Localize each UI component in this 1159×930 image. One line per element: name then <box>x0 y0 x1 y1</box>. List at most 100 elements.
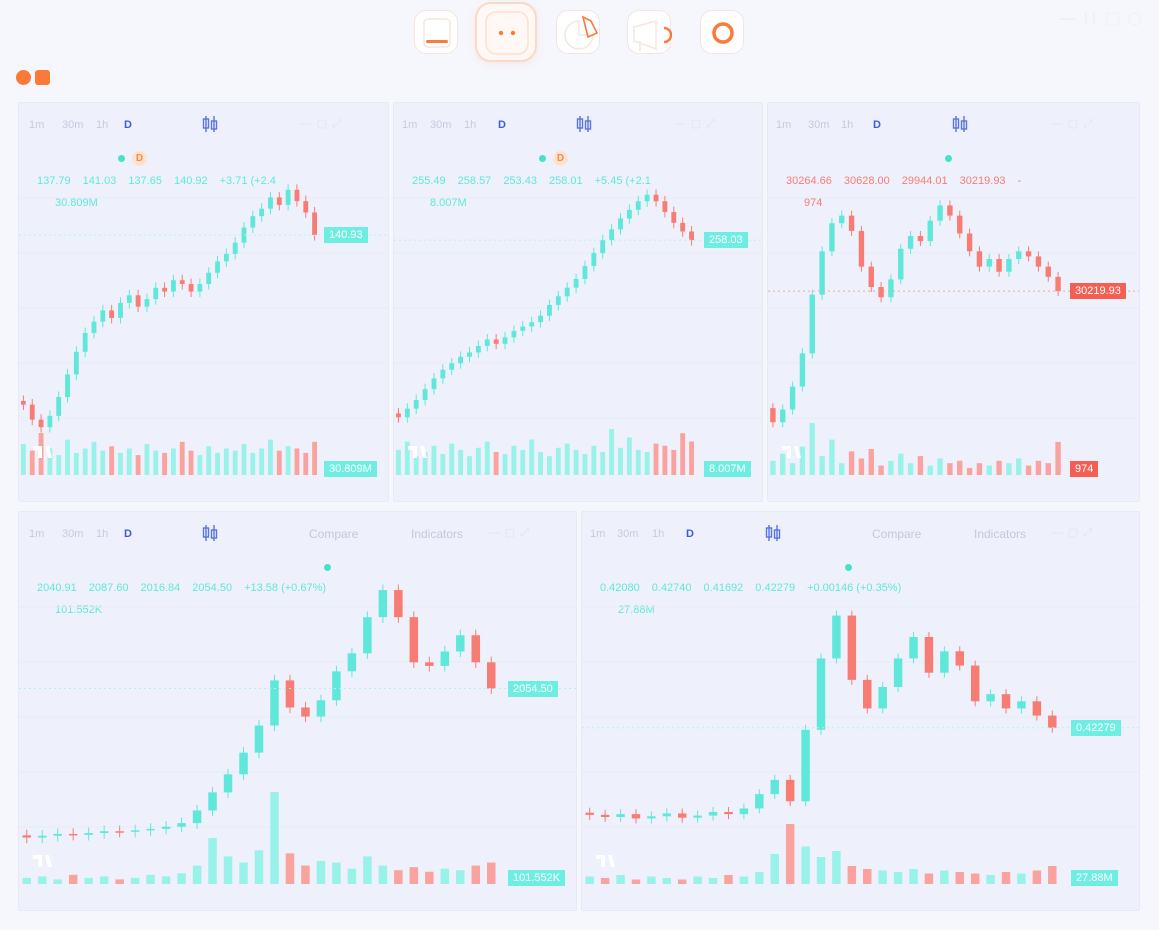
ohlc-legend: 255.49 258.57 253.43 258.01 +5.45 (+2.1 <box>412 175 663 187</box>
candle-body <box>206 272 212 285</box>
panel-toolbar: 1m 30m 1h D — ▢ ⤢ <box>394 103 762 143</box>
candle-body <box>955 651 965 666</box>
volume-bar <box>1048 866 1057 884</box>
timeframe-1h[interactable]: 1h <box>96 119 109 131</box>
timeframe-30m[interactable]: 30m <box>62 528 84 540</box>
candlestick-type-icon[interactable] <box>765 524 781 542</box>
open-value: 137.79 <box>37 175 71 187</box>
panel-settings-icon[interactable]: — ▢ ⤢ <box>1051 527 1093 539</box>
timeframe-d[interactable]: D <box>124 528 132 540</box>
megaphone-layout-button[interactable] <box>627 10 672 54</box>
pie-layout-icon <box>564 15 599 50</box>
indicators-button[interactable]: Indicators <box>411 527 464 541</box>
timeframe-1m[interactable]: 1m <box>29 119 45 131</box>
candle-body <box>1016 251 1022 259</box>
price-chart[interactable] <box>582 512 1140 911</box>
panel-settings-icon[interactable]: — ▢ ⤢ <box>300 118 342 130</box>
candle-body <box>312 212 318 236</box>
volume-bar <box>378 865 388 884</box>
volume-bar <box>829 439 835 475</box>
timeframe-30m[interactable]: 30m <box>617 528 639 540</box>
timeframe-1h[interactable]: 1h <box>464 119 477 131</box>
single-chart-layout-button[interactable] <box>414 10 458 54</box>
price-chart[interactable] <box>19 103 389 502</box>
last-price-label: 0.42279 <box>1071 719 1121 736</box>
candle-body <box>223 774 233 793</box>
compare-button[interactable]: Compare <box>872 527 922 541</box>
volume-bar <box>546 456 552 475</box>
volume-bar <box>529 439 535 475</box>
volume-bar <box>301 865 310 884</box>
price-chart[interactable] <box>768 103 1140 502</box>
volume-bar <box>799 446 806 475</box>
volume-bar <box>976 463 983 475</box>
timeframe-1h[interactable]: 1h <box>96 528 109 540</box>
timeframe-1m[interactable]: 1m <box>590 528 606 540</box>
candle-body <box>724 812 733 815</box>
volume-bar <box>215 452 220 475</box>
volume-bar <box>591 445 597 475</box>
volume-bar <box>662 445 668 475</box>
timeframe-1h[interactable]: 1h <box>841 119 854 131</box>
candle-body <box>276 197 282 205</box>
timeframe-1h[interactable]: 1h <box>652 528 665 540</box>
candlestick-type-icon[interactable] <box>576 115 592 133</box>
candle-body <box>250 216 256 228</box>
volume-bar <box>917 456 924 475</box>
candle-body <box>91 321 97 333</box>
volume-bar <box>724 875 733 884</box>
candle-body <box>538 315 544 323</box>
ring-icon <box>712 22 734 44</box>
volume-bar <box>996 460 1002 475</box>
two-chart-layout-button[interactable] <box>475 2 537 62</box>
candle-body <box>47 415 53 428</box>
price-chart[interactable] <box>394 103 763 502</box>
panel-settings-icon[interactable]: — ▢ ⤢ <box>488 527 530 539</box>
volume-bar <box>924 873 934 884</box>
close-value: 30219.93 <box>959 175 1006 187</box>
panel-settings-icon[interactable]: — ▢ ⤢ <box>1051 118 1093 130</box>
candle-body <box>878 687 887 709</box>
candle-body <box>819 251 825 295</box>
candle-body <box>294 189 300 202</box>
candle-body <box>940 651 949 673</box>
timeframe-1m[interactable]: 1m <box>29 528 45 540</box>
pie-layout-button[interactable] <box>556 10 600 54</box>
compare-button[interactable]: Compare <box>309 527 359 541</box>
timeframe-30m[interactable]: 30m <box>808 119 830 131</box>
indicators-button[interactable]: Indicators <box>974 527 1027 541</box>
last-price-label: 258.03 <box>704 232 748 249</box>
timeframe-30m[interactable]: 30m <box>62 119 84 131</box>
volume-bar <box>785 824 795 884</box>
volume-bar <box>1016 458 1022 475</box>
candle-body <box>259 208 265 217</box>
volume-bar <box>223 448 229 475</box>
timeframe-1m[interactable]: 1m <box>402 119 418 131</box>
candle-body <box>529 322 535 327</box>
candle-body <box>84 833 93 835</box>
timeframe-1m[interactable]: 1m <box>776 119 792 131</box>
candlestick-type-icon[interactable] <box>202 115 218 133</box>
candlestick-type-icon[interactable] <box>202 524 218 542</box>
copy-layout-icon[interactable] <box>35 70 50 85</box>
timeframe-30m[interactable]: 30m <box>430 119 452 131</box>
candle-body <box>653 194 659 202</box>
ring-layout-button[interactable] <box>700 10 744 54</box>
timeframe-d[interactable]: D <box>686 528 694 540</box>
timeframe-d[interactable]: D <box>124 119 132 131</box>
candle-body <box>927 220 933 242</box>
volume-bar <box>126 448 132 475</box>
candle-body <box>957 215 963 234</box>
volume-bar <box>47 448 53 475</box>
panel-settings-icon[interactable]: — ▢ ⤢ <box>674 118 716 130</box>
low-value: 0.41692 <box>703 582 744 594</box>
add-chart-icon[interactable] <box>16 70 31 85</box>
volume-bar <box>947 463 953 475</box>
timeframe-d[interactable]: D <box>873 119 881 131</box>
timeframe-d[interactable]: D <box>498 119 506 131</box>
volume-bar <box>839 463 845 475</box>
candle-body <box>893 658 903 687</box>
price-chart[interactable] <box>19 512 577 911</box>
candlestick-type-icon[interactable] <box>952 115 968 133</box>
panel-toolbar: 1m 30m 1h D Compare Indicators — ▢ ⤢ <box>582 512 1139 552</box>
